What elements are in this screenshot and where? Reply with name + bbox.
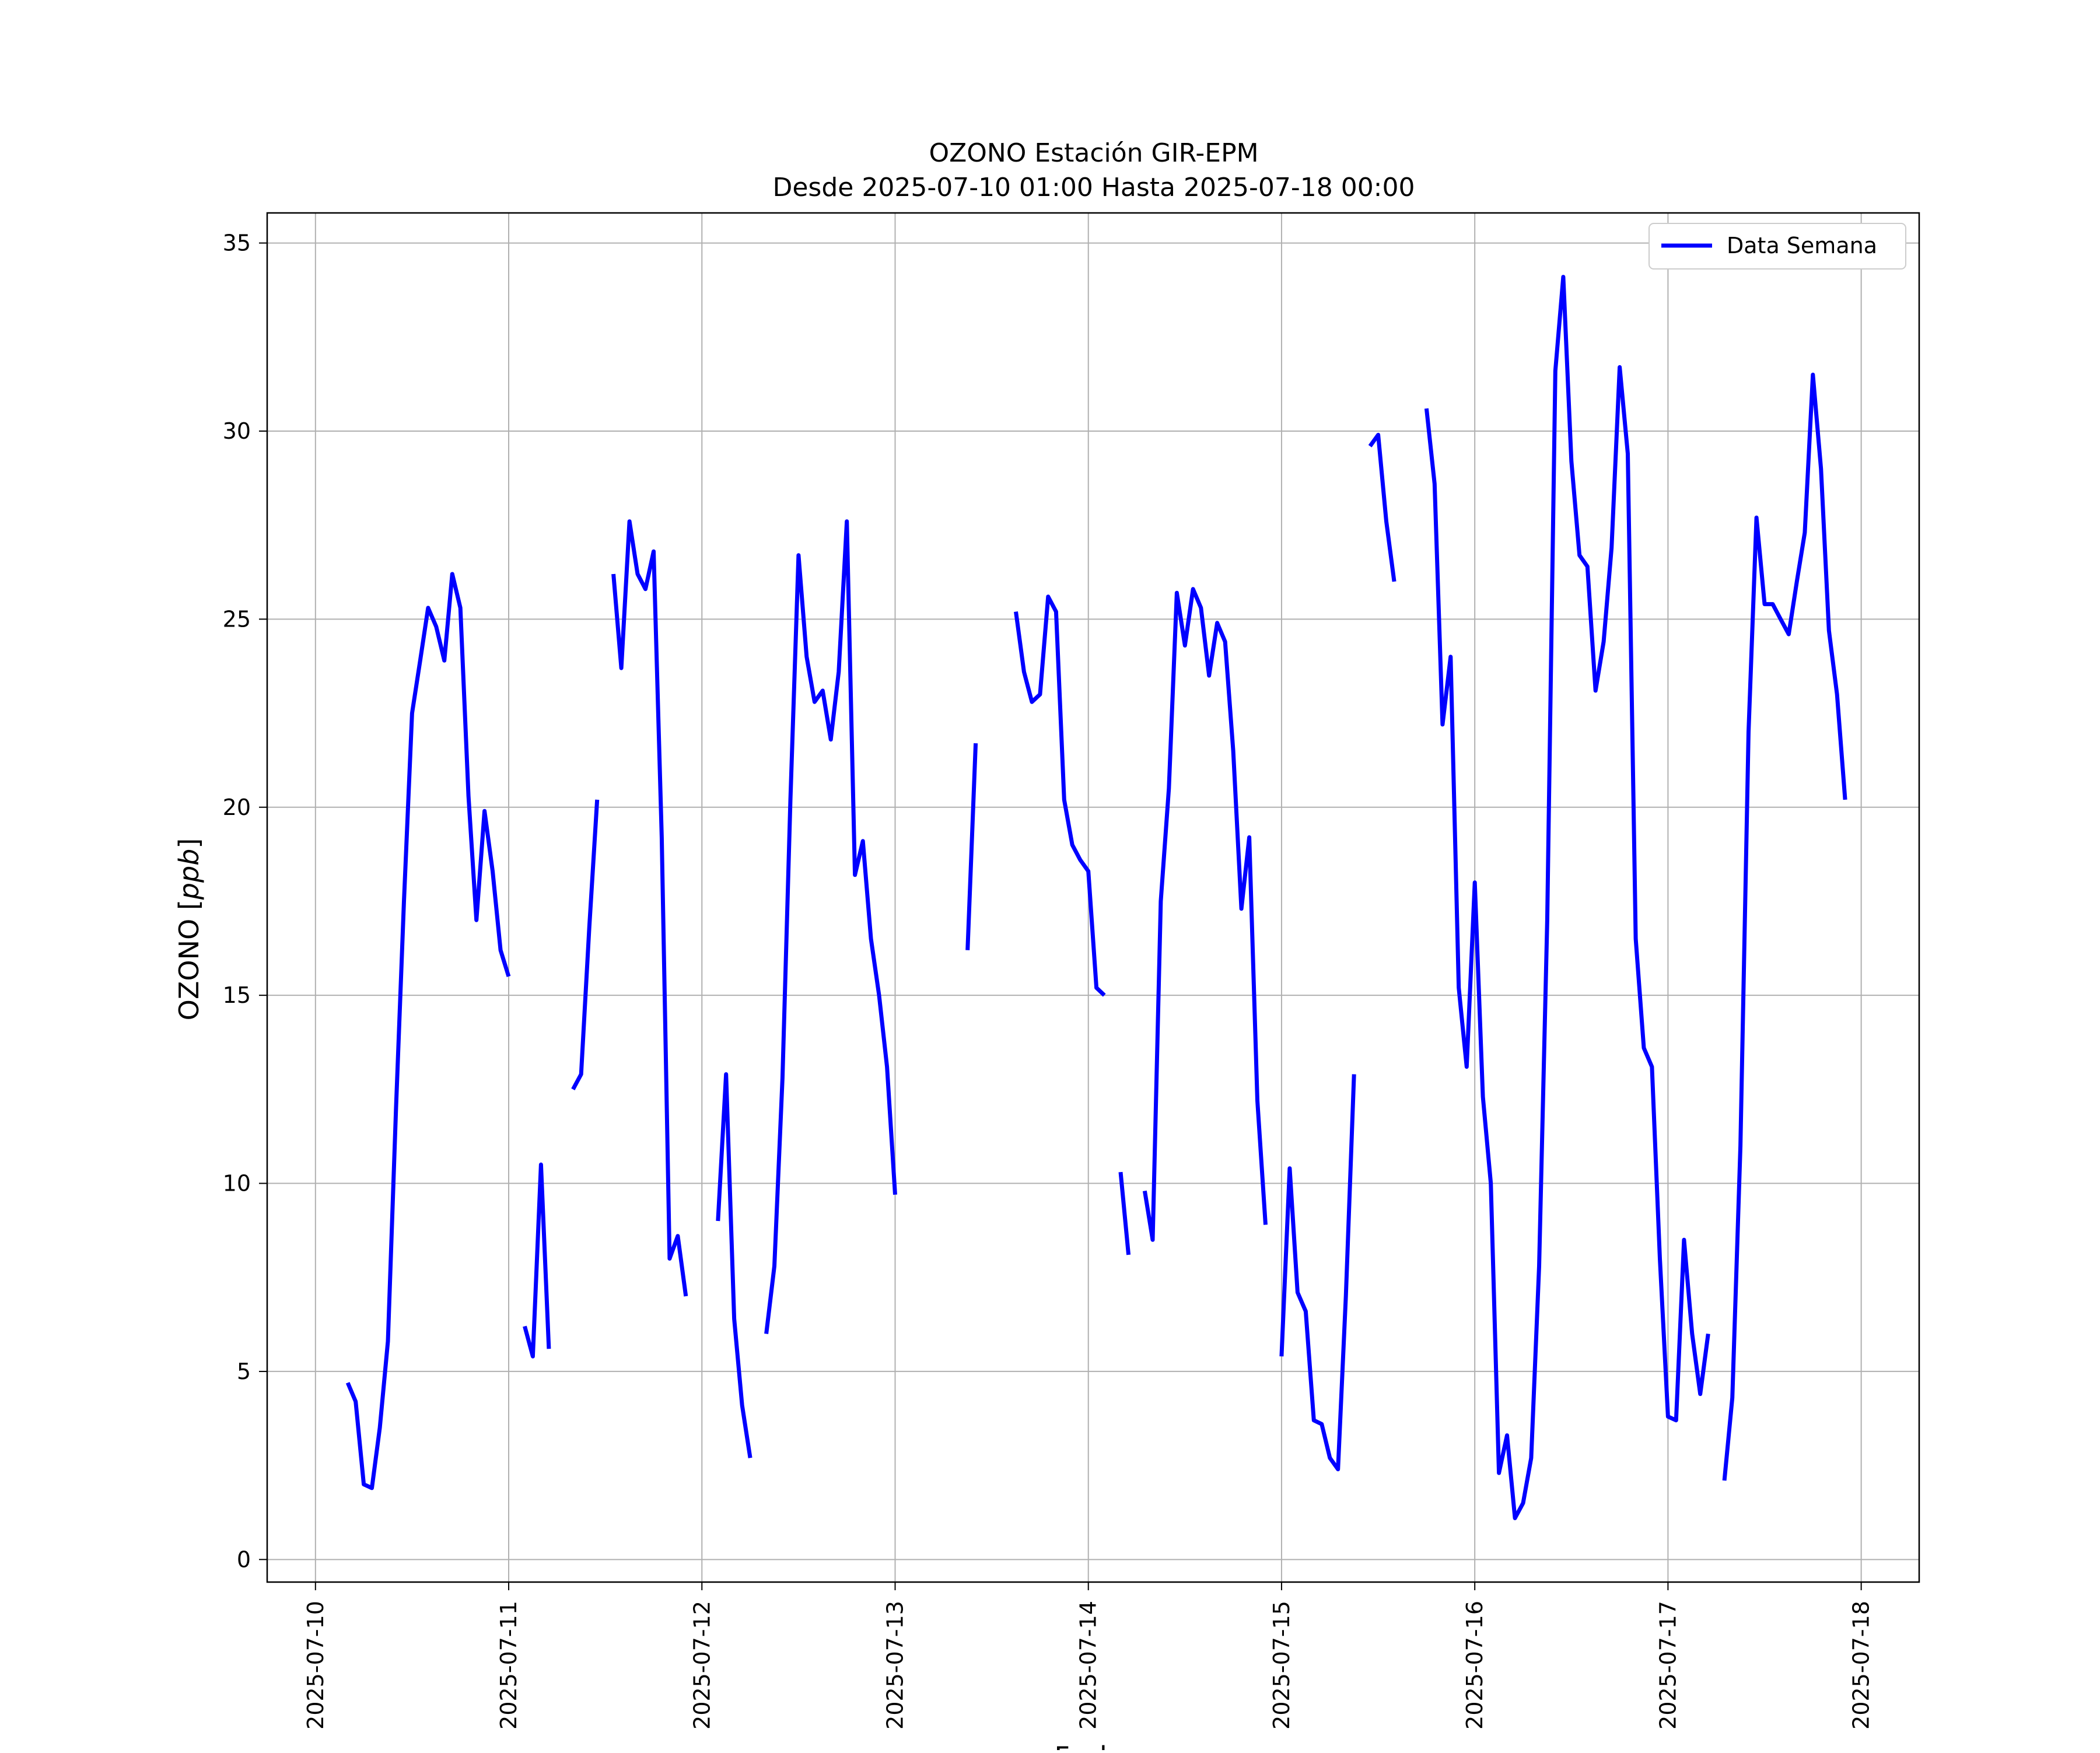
series-line-segment [1279, 1074, 1356, 1472]
y-axis-label-prefix: OZONO [173, 910, 205, 1020]
plot-frame [266, 212, 1920, 1583]
series-line-segment [965, 743, 978, 950]
x-tick-label: 2025-07-17 [1655, 1601, 1681, 1730]
y-tick-label: 20 [223, 795, 251, 820]
x-tick-label: 2025-07-16 [1462, 1601, 1488, 1730]
legend: Data Semana [1648, 223, 1906, 270]
y-tick-label: 0 [237, 1546, 251, 1572]
series-line-segment [1118, 1171, 1131, 1255]
x-tick-label: 2025-07-12 [689, 1601, 715, 1730]
series-line-segment [611, 519, 688, 1297]
legend-box [1648, 223, 1906, 270]
y-tick-label: 30 [223, 418, 251, 444]
x-tick-label: 2025-07-15 [1269, 1601, 1294, 1730]
y-axis-label: OZONO [ppb] [173, 838, 205, 1021]
x-tick-label: 2025-07-18 [1849, 1601, 1874, 1730]
series-line-segment [1424, 275, 1710, 1520]
legend-label: Data Semana [1727, 233, 1877, 258]
series-lines [345, 275, 1847, 1520]
x-axis-ticks: 2025-07-10 2025-07-11 2025-07-12 2025-07-13… [303, 1582, 1874, 1730]
series-line-segment [764, 519, 897, 1334]
x-tick-label: 2025-07-13 [882, 1601, 908, 1730]
chart-subtitle: Desde 2025-07-10 01:00 Hasta 2025-07-18 … [772, 173, 1415, 202]
y-axis-label-bracket-open: [ [173, 900, 205, 910]
y-tick-label: 35 [223, 230, 251, 256]
chart-title: OZONO Estación GIR-EPM [929, 138, 1258, 168]
y-axis-label-unit: ppb [173, 849, 205, 901]
x-axis-label: Fecha [1055, 1741, 1133, 1750]
series-line-segment [1368, 432, 1396, 582]
gridlines [267, 213, 1919, 1582]
y-axis-ticks: 0 5 10 15 20 25 30 35 [223, 230, 267, 1572]
series-line-segment [1014, 594, 1106, 997]
series-line-segment [716, 1072, 752, 1458]
x-tick-label: 2025-07-11 [496, 1601, 522, 1730]
y-tick-label: 15 [223, 982, 251, 1008]
series-line-segment [345, 572, 511, 1490]
series-line-segment [571, 799, 600, 1090]
y-tick-label: 5 [237, 1359, 251, 1384]
series-line-segment [1722, 372, 1847, 1481]
y-tick-label: 10 [223, 1171, 251, 1196]
y-tick-label: 25 [223, 606, 251, 632]
y-axis-label-bracket-close: ] [173, 838, 205, 849]
x-tick-label: 2025-07-14 [1076, 1601, 1101, 1730]
series-line-segment [523, 1162, 551, 1359]
x-tick-label: 2025-07-10 [303, 1601, 328, 1730]
series-line-segment [1142, 587, 1268, 1242]
